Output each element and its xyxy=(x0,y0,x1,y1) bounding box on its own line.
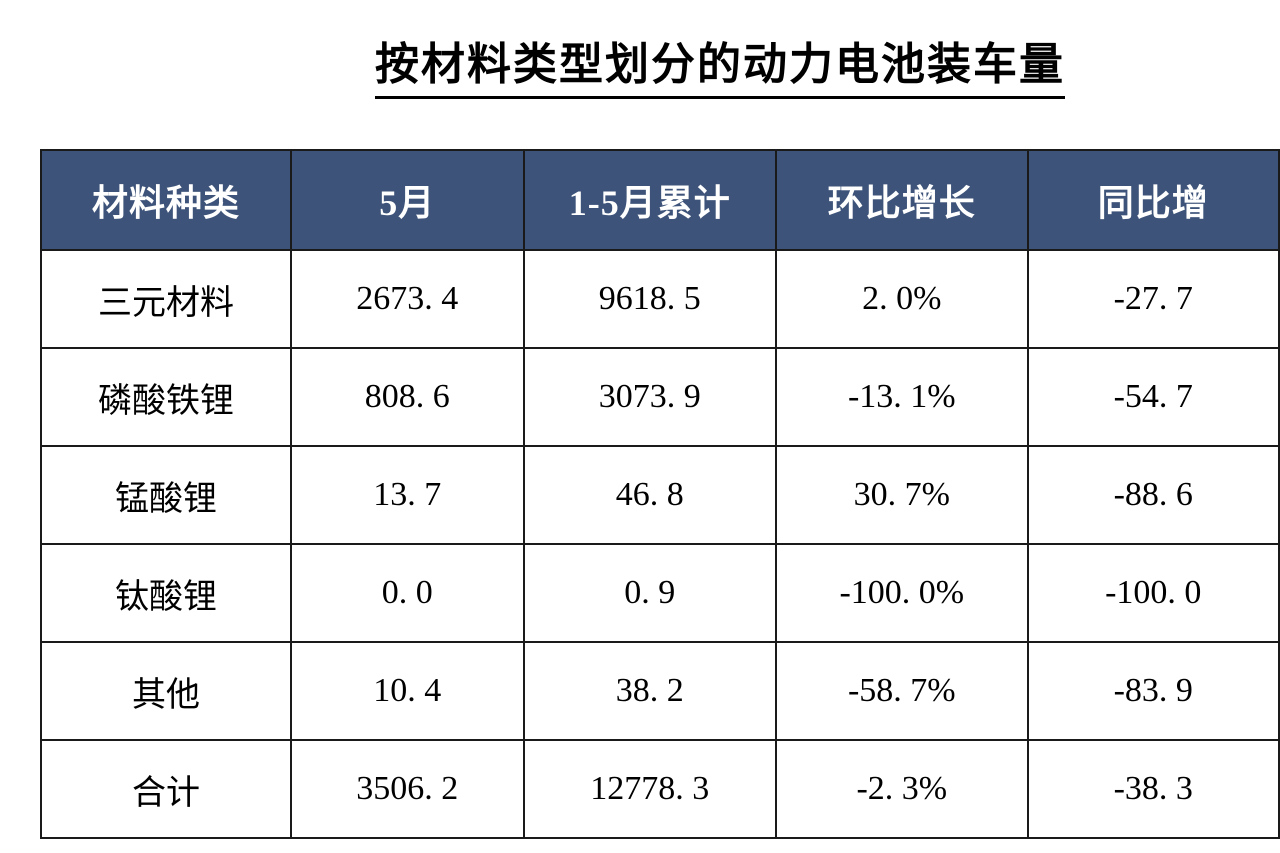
table-row: 三元材料 2673. 4 9618. 5 2. 0% -27. 7 xyxy=(41,250,1279,348)
table-header-cell: 材料种类 xyxy=(41,150,291,250)
table-cell: -2. 3% xyxy=(776,740,1027,838)
table-cell: 钛酸锂 xyxy=(41,544,291,642)
table-wrapper: 材料种类 5月 1-5月累计 环比增长 同比增 三元材料 2673. 4 961… xyxy=(0,149,1280,839)
table-cell: -88. 6 xyxy=(1028,446,1280,544)
table-cell: 808. 6 xyxy=(291,348,524,446)
title-container: 按材料类型划分的动力电池装车量 xyxy=(0,0,1280,149)
table-cell: 10. 4 xyxy=(291,642,524,740)
table-cell: 2. 0% xyxy=(776,250,1027,348)
table-header-cell: 环比增长 xyxy=(776,150,1027,250)
table-cell: 12778. 3 xyxy=(524,740,777,838)
table-cell: 9618. 5 xyxy=(524,250,777,348)
table-header-cell: 同比增 xyxy=(1028,150,1280,250)
table-header-cell: 5月 xyxy=(291,150,524,250)
table-cell: 2673. 4 xyxy=(291,250,524,348)
table-cell: 30. 7% xyxy=(776,446,1027,544)
table-cell: 磷酸铁锂 xyxy=(41,348,291,446)
table-cell: -100. 0% xyxy=(776,544,1027,642)
table-header-row: 材料种类 5月 1-5月累计 环比增长 同比增 xyxy=(41,150,1279,250)
table-cell: 锰酸锂 xyxy=(41,446,291,544)
table-cell: 46. 8 xyxy=(524,446,777,544)
table-row: 钛酸锂 0. 0 0. 9 -100. 0% -100. 0 xyxy=(41,544,1279,642)
table-cell: 3073. 9 xyxy=(524,348,777,446)
table-cell: 13. 7 xyxy=(291,446,524,544)
table-cell: 3506. 2 xyxy=(291,740,524,838)
table-cell: -13. 1% xyxy=(776,348,1027,446)
table-row: 合计 3506. 2 12778. 3 -2. 3% -38. 3 xyxy=(41,740,1279,838)
table-cell: 合计 xyxy=(41,740,291,838)
table-header-cell: 1-5月累计 xyxy=(524,150,777,250)
table-cell: 0. 0 xyxy=(291,544,524,642)
table-cell: 三元材料 xyxy=(41,250,291,348)
page-title: 按材料类型划分的动力电池装车量 xyxy=(375,28,1065,99)
table-cell: 0. 9 xyxy=(524,544,777,642)
table-cell: -54. 7 xyxy=(1028,348,1280,446)
table-cell: -100. 0 xyxy=(1028,544,1280,642)
table-row: 锰酸锂 13. 7 46. 8 30. 7% -88. 6 xyxy=(41,446,1279,544)
table-cell: -83. 9 xyxy=(1028,642,1280,740)
table-cell: 38. 2 xyxy=(524,642,777,740)
table-cell: -27. 7 xyxy=(1028,250,1280,348)
table-row: 磷酸铁锂 808. 6 3073. 9 -13. 1% -54. 7 xyxy=(41,348,1279,446)
table-row: 其他 10. 4 38. 2 -58. 7% -83. 9 xyxy=(41,642,1279,740)
table-cell: -38. 3 xyxy=(1028,740,1280,838)
table-cell: 其他 xyxy=(41,642,291,740)
data-table: 材料种类 5月 1-5月累计 环比增长 同比增 三元材料 2673. 4 961… xyxy=(40,149,1280,839)
table-cell: -58. 7% xyxy=(776,642,1027,740)
